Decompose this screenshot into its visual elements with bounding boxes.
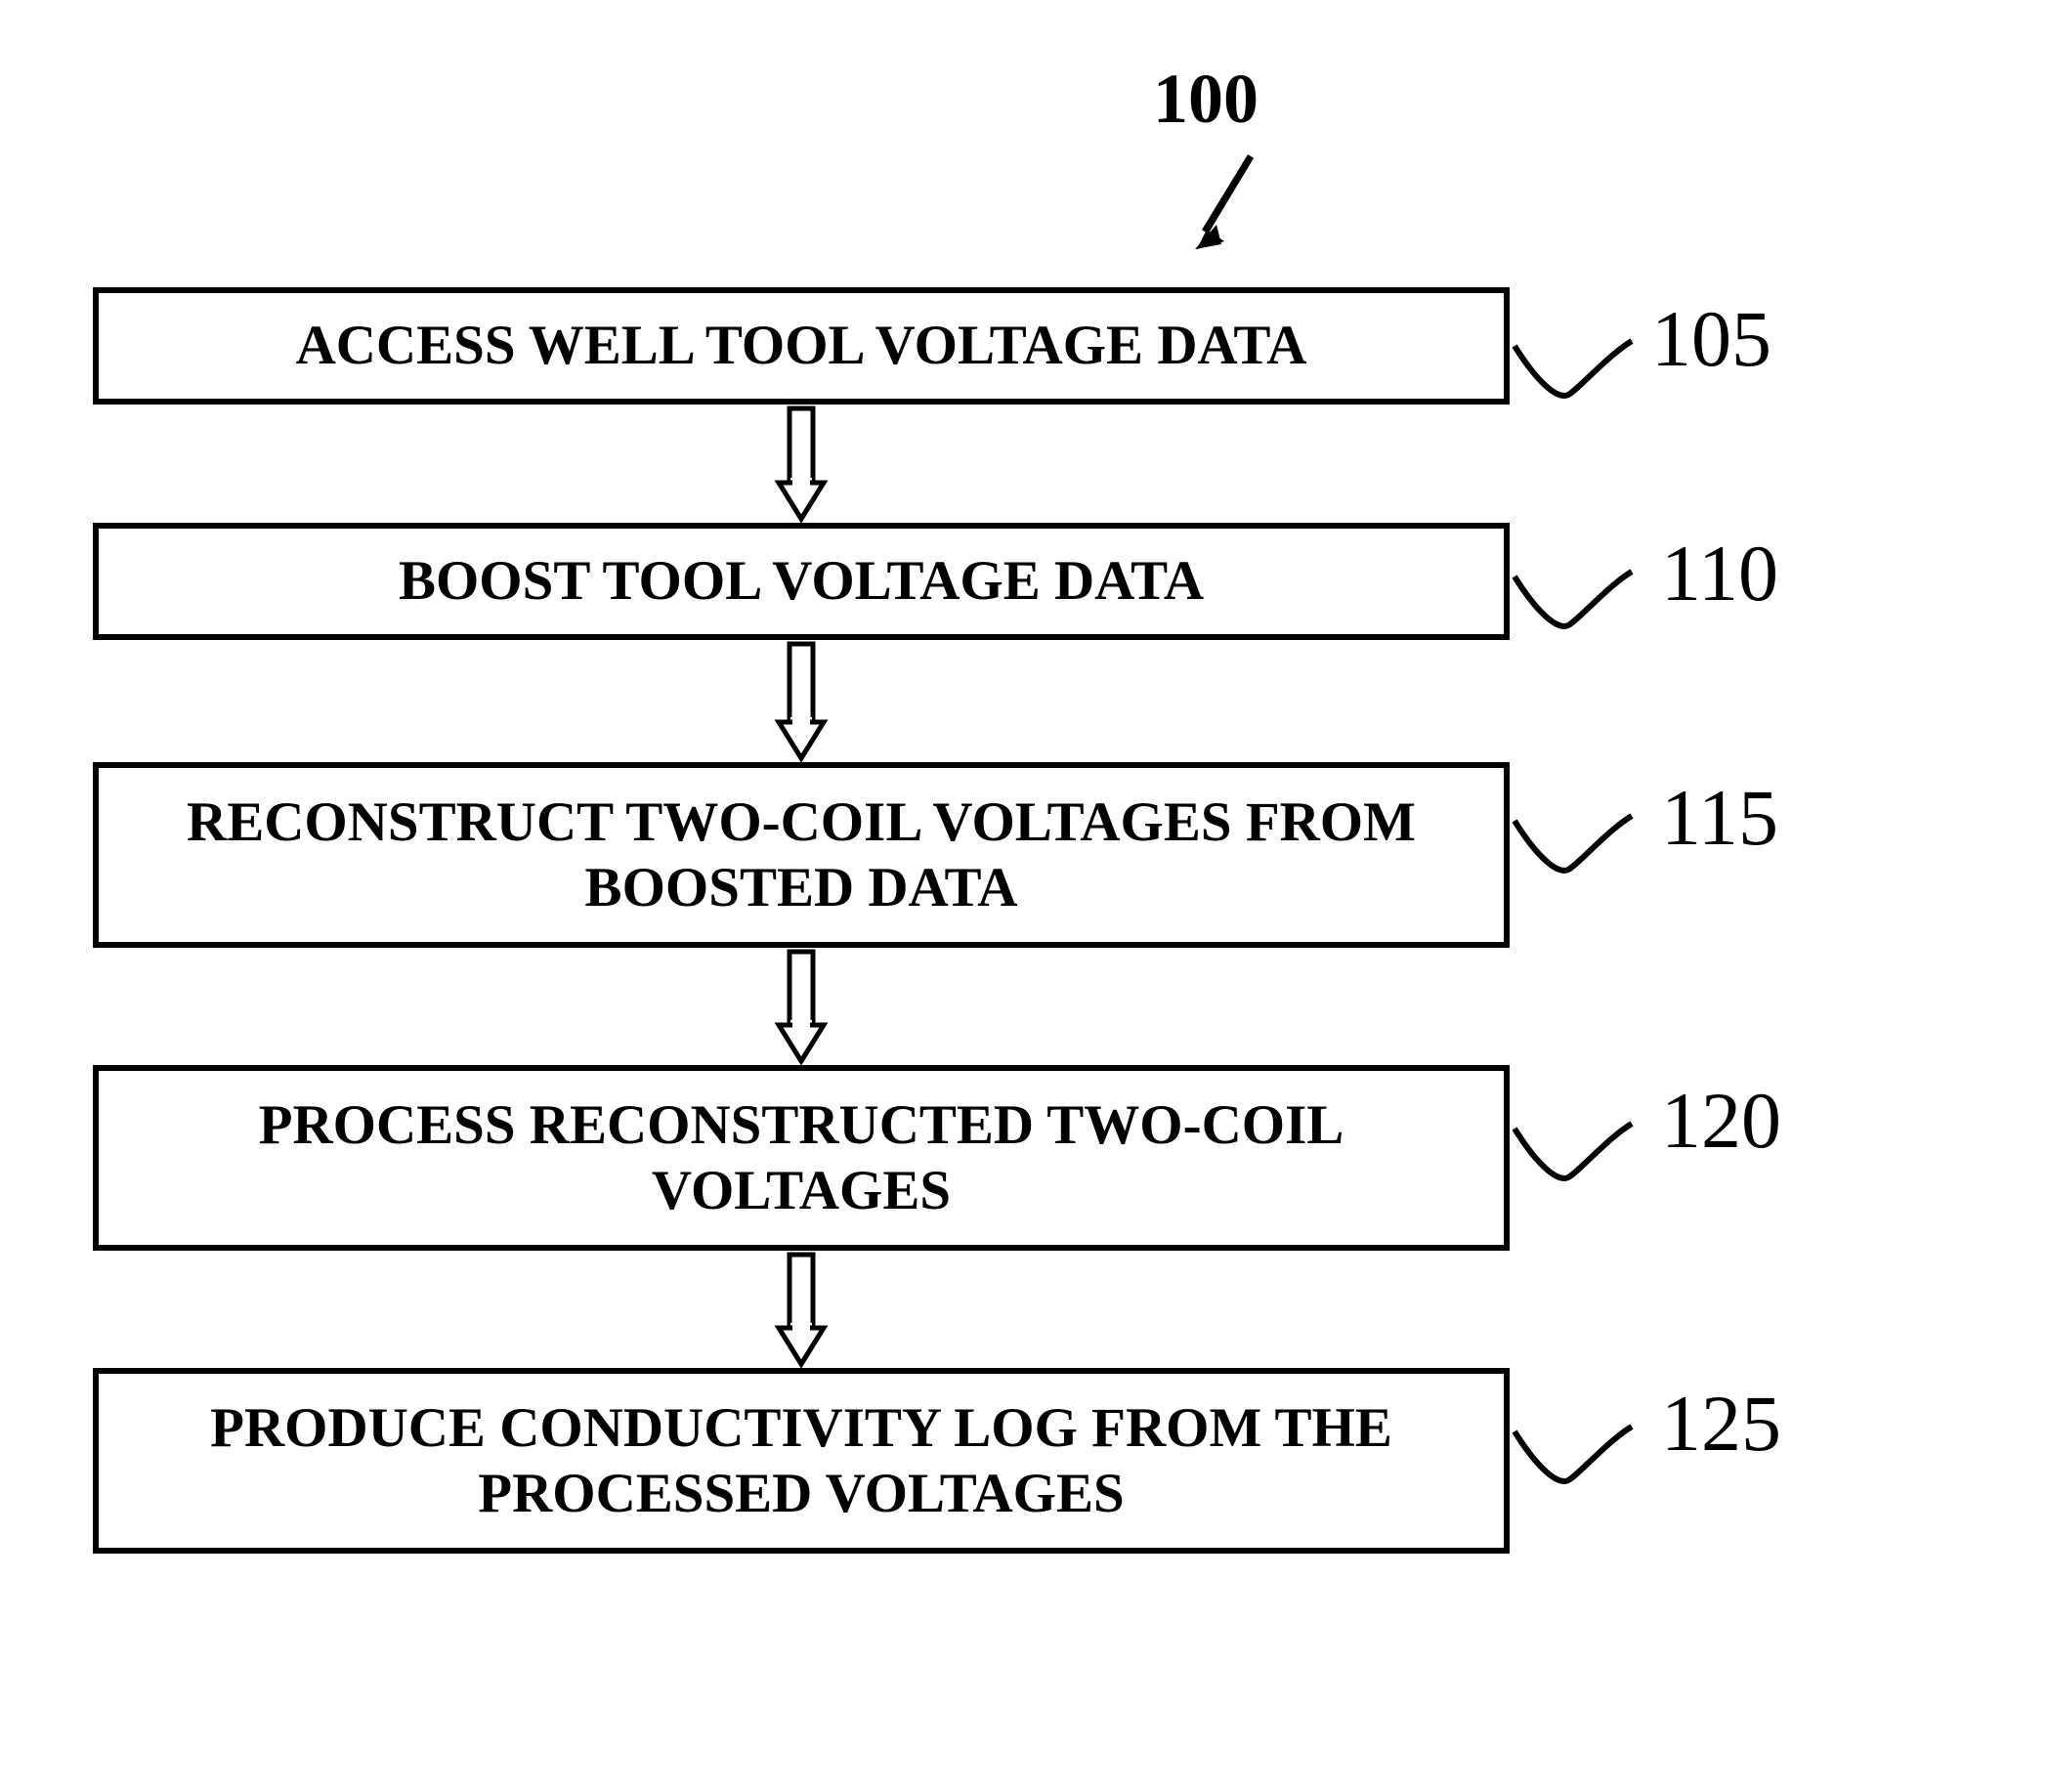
down-arrow-icon xyxy=(772,405,831,523)
ref-125: 125 xyxy=(1661,1378,1781,1470)
ref-tick-icon xyxy=(1510,567,1637,655)
flowchart-canvas: 100 ACCESS WELL TOOL VOLTAGE DATA 105 BO… xyxy=(0,0,2048,1792)
step-box-3: RECONSTRUCT TWO-COIL VOLTAGES FROM BOOST… xyxy=(93,762,1510,948)
ref-tick-icon xyxy=(1510,336,1637,424)
ref-tick-icon xyxy=(1510,1422,1637,1510)
step-label-4: PROCESS RECONSTRUCTED TWO-COIL VOLTAGES xyxy=(118,1092,1484,1224)
ref-tick-icon xyxy=(1510,811,1637,899)
ref-110: 110 xyxy=(1661,528,1778,619)
down-arrow-icon xyxy=(772,948,831,1065)
down-arrow-icon xyxy=(772,1251,831,1368)
step-label-5: PRODUCE CONDUCTIVITY LOG FROM THE PROCES… xyxy=(118,1395,1484,1527)
ref-115: 115 xyxy=(1661,772,1778,864)
step-box-1: ACCESS WELL TOOL VOLTAGE DATA xyxy=(93,287,1510,405)
ref-120: 120 xyxy=(1661,1075,1781,1167)
down-arrow-icon xyxy=(772,640,831,762)
ref-tick-icon xyxy=(1510,1119,1637,1207)
step-box-2: BOOST TOOL VOLTAGE DATA xyxy=(93,523,1510,640)
step-label-1: ACCESS WELL TOOL VOLTAGE DATA xyxy=(296,313,1307,378)
step-box-5: PRODUCE CONDUCTIVITY LOG FROM THE PROCES… xyxy=(93,1368,1510,1554)
figure-ref-100: 100 xyxy=(1153,59,1259,140)
ref-105: 105 xyxy=(1651,293,1771,385)
step-label-2: BOOST TOOL VOLTAGE DATA xyxy=(399,548,1204,614)
pointer-arrow-icon xyxy=(1187,151,1275,259)
step-box-4: PROCESS RECONSTRUCTED TWO-COIL VOLTAGES xyxy=(93,1065,1510,1251)
step-label-3: RECONSTRUCT TWO-COIL VOLTAGES FROM BOOST… xyxy=(118,789,1484,921)
